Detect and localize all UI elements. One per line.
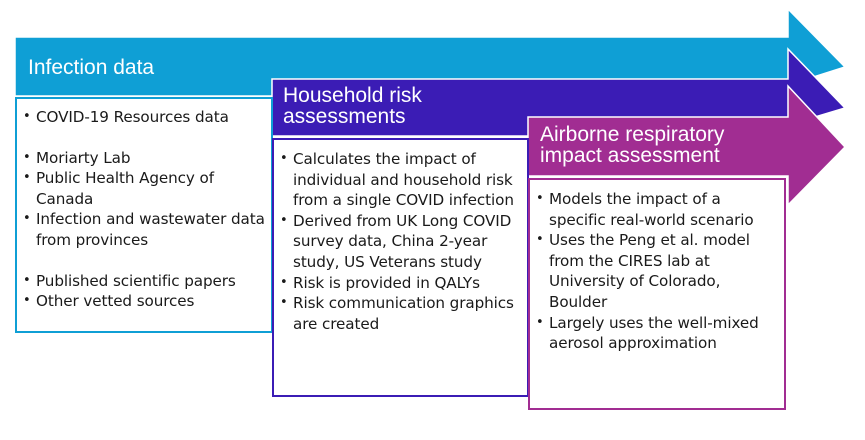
list-item: Calculates the impact of individual and … xyxy=(280,149,523,211)
infection-data-list: COVID-19 Resources data Moriarty Lab Pub… xyxy=(23,107,267,312)
list-item: Largely uses the well-mixed aerosol appr… xyxy=(536,313,780,354)
infection-data-box: COVID-19 Resources data Moriarty Lab Pub… xyxy=(15,97,273,333)
airborne-title-line-2: impact assessment xyxy=(540,144,720,167)
airborne-assessment-list: Models the impact of a specific real-wor… xyxy=(536,189,780,354)
infection-data-title: Infection data xyxy=(28,57,154,78)
airborne-assessment-box: Models the impact of a specific real-wor… xyxy=(528,178,786,410)
list-item: Other vetted sources xyxy=(23,291,267,312)
household-risk-list: Calculates the impact of individual and … xyxy=(280,149,523,334)
infection-title-line-1: Infection data xyxy=(28,56,155,79)
list-item: Derived from UK Long COVID survey data, … xyxy=(280,211,523,273)
list-item: Public Health Agency of Canada xyxy=(23,168,267,209)
list-item: Risk communication graphics are created xyxy=(280,293,523,334)
airborne-assessment-title: Airborne respiratory impact assessment xyxy=(540,124,724,166)
household-risk-title: Household risk assessments xyxy=(283,85,422,127)
list-item: Models the impact of a specific real-wor… xyxy=(536,189,780,230)
airborne-arrow-shape xyxy=(527,84,847,207)
household-risk-box: Calculates the impact of individual and … xyxy=(272,138,529,397)
list-item: Infection and wastewater data from provi… xyxy=(23,209,267,250)
infection-arrow-shape xyxy=(14,7,847,97)
list-item: Published scientific papers xyxy=(23,271,267,292)
household-title-line-1: Household risk xyxy=(283,84,422,107)
household-title-line-2: assessments xyxy=(283,105,406,128)
airborne-title-line-1: Airborne respiratory xyxy=(540,123,725,146)
list-item: Risk is provided in QALYs xyxy=(280,273,523,294)
list-item: Moriarty Lab xyxy=(23,148,267,169)
list-item: Uses the Peng et al. model from the CIRE… xyxy=(536,230,780,312)
list-item: COVID-19 Resources data xyxy=(23,107,267,128)
